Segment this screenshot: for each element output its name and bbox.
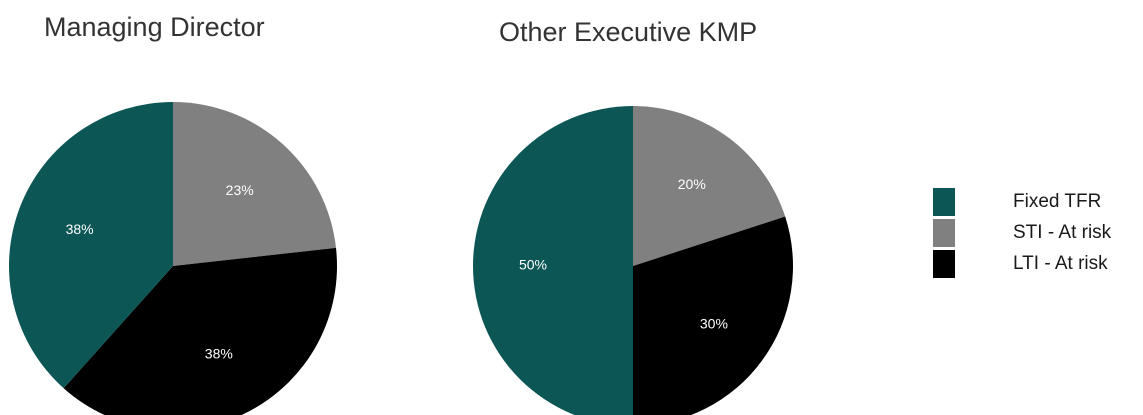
legend-label-lti-at-risk: LTI - At risk — [1013, 253, 1108, 274]
slice-label-fixed-tfr: 50% — [519, 257, 547, 273]
pie-slice-fixed-tfr — [9, 102, 173, 389]
legend-swatch-fixed-tfr — [933, 188, 955, 216]
legend-item-fixed-tfr: Fixed TFR — [933, 188, 1111, 216]
legend: Fixed TFR STI - At risk LTI - At risk — [933, 188, 1111, 281]
legend-label-sti-at-risk: STI - At risk — [1013, 222, 1112, 243]
slice-label-fixed-tfr: 38% — [66, 221, 94, 237]
slice-label-lti-at-risk: 38% — [205, 346, 233, 362]
slice-label-sti-at-risk: 20% — [678, 176, 706, 192]
pie-slice-fixed-tfr — [473, 106, 633, 415]
legend-swatch-lti-at-risk — [933, 250, 955, 278]
legend-item-lti-at-risk: LTI - At risk — [933, 250, 1111, 278]
pie-slice-lti-at-risk — [63, 247, 337, 415]
slice-label-sti-at-risk: 23% — [226, 182, 254, 198]
pie-slice-sti-at-risk — [173, 102, 336, 266]
legend-label-fixed-tfr: Fixed TFR — [1013, 191, 1102, 212]
pie-slice-sti-at-risk — [633, 106, 786, 266]
legend-swatch-sti-at-risk — [933, 219, 955, 247]
pie-slice-lti-at-risk — [633, 216, 793, 415]
slice-label-lti-at-risk: 30% — [700, 315, 728, 331]
chart-title-other-executive-kmp: Other Executive KMP — [499, 17, 758, 47]
legend-item-sti-at-risk: STI - At risk — [933, 219, 1111, 247]
chart-title-managing-director: Managing Director — [44, 12, 265, 42]
